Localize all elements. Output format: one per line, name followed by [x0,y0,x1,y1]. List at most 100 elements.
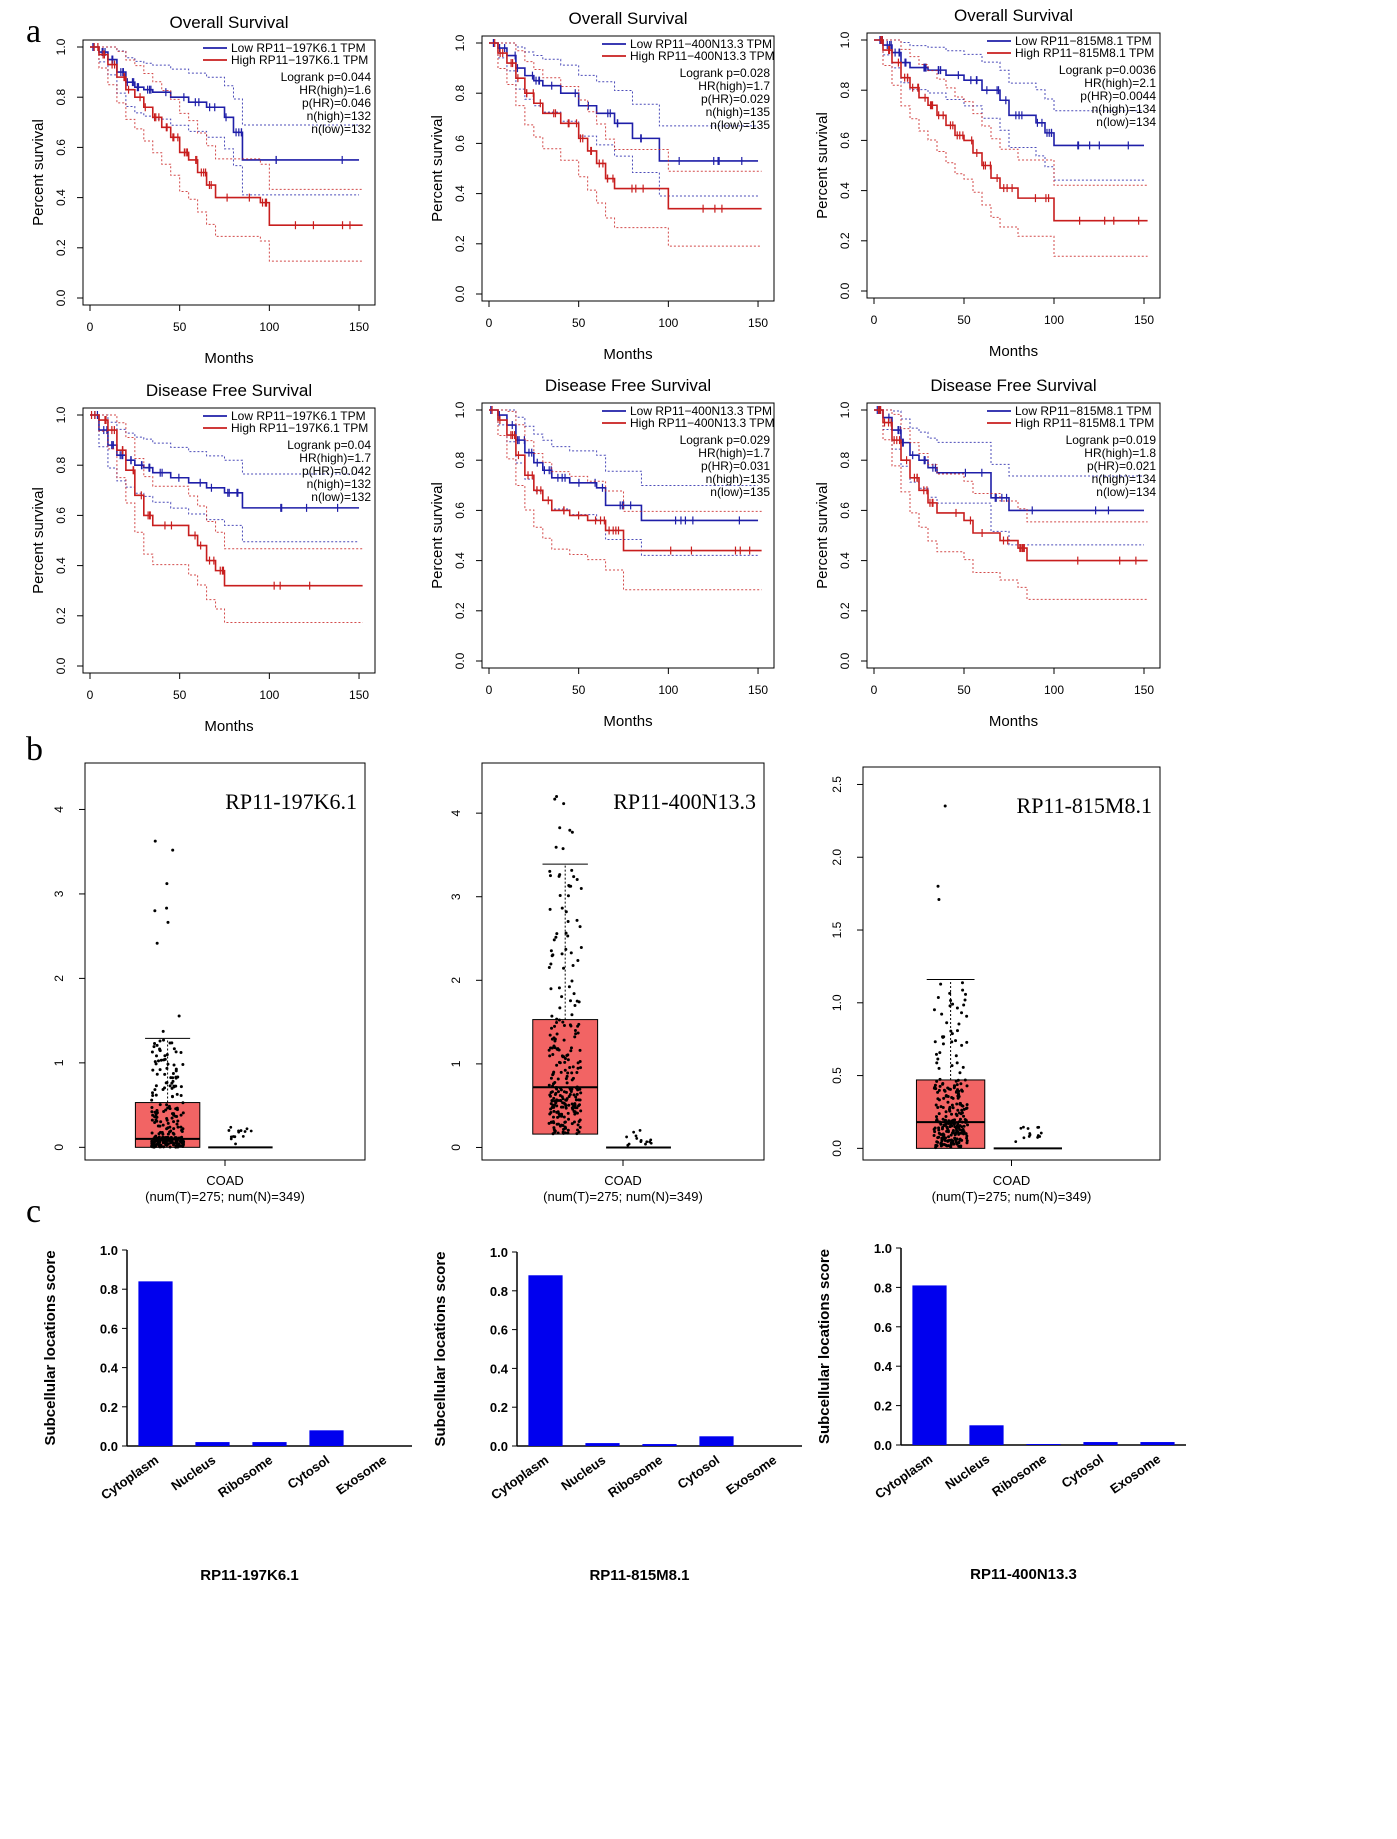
y-tick-label: 2.0 [830,849,844,866]
bar [699,1436,734,1446]
tumor-point [955,1102,959,1106]
tumor-point [947,1108,951,1112]
y-tick-label: 0.8 [54,457,68,474]
tumor-point [936,1106,940,1110]
tumor-point [158,1049,162,1053]
tumor-point [574,1032,578,1036]
chart-title: Disease Free Survival [545,376,711,395]
y-tick-label: 0.4 [838,552,852,569]
tumor-point [959,1112,963,1116]
stat-text: p(HR)=0.029 [701,92,770,106]
bar [1083,1442,1118,1445]
tumor-point [174,1138,178,1142]
tumor-point [950,1095,954,1099]
normal-point [237,1129,240,1133]
tumor-point [160,1130,164,1134]
tumor-point [955,1006,959,1010]
plot-frame [481,762,765,1161]
normal-point [1028,1132,1032,1135]
tumor-point [572,992,576,996]
tumor-point [179,1125,183,1129]
x-axis-sublabel: (num(T)=275; num(N)=349) [932,1189,1092,1204]
tumor-point [155,1109,159,1113]
tumor-point [175,1144,179,1148]
tumor-point [181,1101,185,1105]
bar [528,1275,563,1446]
tumor-point [159,1120,163,1124]
tumor-point [571,1076,575,1080]
tumor-point [963,998,967,1002]
ci-upper-high [874,409,1148,523]
y-tick-label: 0.2 [54,239,68,256]
y-tick-label: 1 [449,1060,463,1067]
tumor-point [550,954,554,958]
tumor-point [579,887,583,891]
y-tick-label: 0.0 [54,289,68,306]
y-tick-label: 0.2 [453,235,467,252]
y-tick-label: 0.0 [838,652,852,669]
plot-frame [862,766,1161,1161]
x-axis-label: Months [603,713,652,730]
x-tick-label: 100 [259,320,279,334]
y-axis-label: Percent survival [30,119,47,226]
tumor-point [575,1071,579,1075]
tumor-point [951,1106,955,1110]
stat-text: n(low)=132 [311,490,371,504]
tumor-point [178,1144,182,1148]
tumor-point [561,1130,565,1134]
y-tick-label: 1.0 [453,34,467,51]
category-label: Exosome [1107,1451,1163,1496]
tumor-point [935,1115,939,1119]
plot-frame [866,32,1161,299]
y-tick-label: 0.5 [830,1067,844,1084]
y-tick-label: 0.6 [54,139,68,156]
tumor-point [941,1042,945,1046]
normal-point [1022,1136,1026,1140]
tumor-point [566,1128,570,1132]
stat-text: HR(high)=1.8 [1084,446,1156,460]
tumor-point [153,1110,157,1114]
tumor-point [570,1071,574,1075]
normal-point [1019,1126,1023,1130]
y-tick-label: 0.2 [54,607,68,624]
x-axis-label: COAD [604,1173,642,1188]
tumor-point [575,1111,579,1115]
x-tick-label: 50 [957,683,971,697]
tumor-point [570,979,574,983]
plot-frame [481,35,775,302]
category-label: Cytoplasm [488,1452,551,1502]
tumor-point [946,1094,950,1098]
y-tick-label: 0.6 [838,132,852,149]
tumor-point [947,1087,951,1091]
tumor-point [960,981,964,985]
y-tick-label: 0.8 [54,89,68,106]
stat-text: p(HR)=0.031 [701,459,770,473]
tumor-point [150,1098,154,1102]
legend-entry: Low RP11−197K6.1 TPM [231,409,366,423]
x-axis-label: Months [204,718,253,735]
tumor-point [163,1072,167,1076]
ci-upper-high [874,39,1148,186]
tumor-point [171,1076,175,1080]
tumor-point [566,1071,570,1075]
tumor-point [936,1097,940,1101]
tumor-point [966,1123,970,1127]
tumor-point [164,1135,168,1139]
tumor-point [181,1141,185,1145]
ci-upper-low [489,409,759,487]
tumor-point [955,1137,959,1141]
tumor-point [558,826,562,830]
tumor-point [549,1076,553,1080]
tumor-point [550,1014,554,1018]
y-tick-label: 1.0 [100,1243,118,1258]
bar [1140,1442,1175,1445]
tumor-point [177,1014,181,1018]
tumor-point [944,1110,948,1114]
tumor-point [563,1068,567,1072]
legend-entry: High RP11−400N13.3 TPM [630,416,775,430]
tumor-point [960,1088,964,1092]
ci-lower-high [90,414,363,624]
normal-point [234,1142,237,1146]
y-tick-label: 0.2 [838,602,852,619]
tumor-point [574,1098,578,1102]
